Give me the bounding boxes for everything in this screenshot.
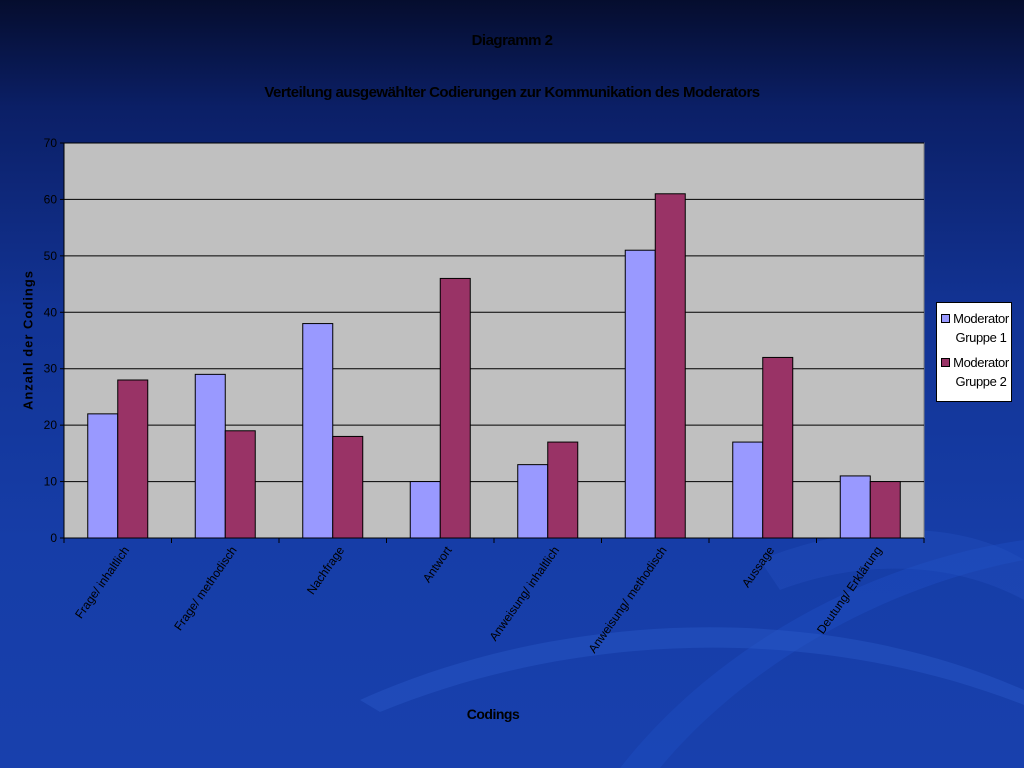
bar-group-1 [732, 441, 764, 539]
bar-group-2 [117, 379, 149, 539]
bar-group-1 [409, 481, 441, 539]
x-tick-label: Nachfrage [304, 543, 347, 597]
bar-group-2 [224, 430, 256, 539]
chart-legend: Moderator Gruppe 1 Moderator Gruppe 2 [936, 302, 1012, 402]
legend-item-group-1: Moderator Gruppe 1 [941, 309, 1011, 347]
bar-group-1 [194, 373, 226, 539]
bar-group-1 [624, 249, 656, 539]
x-tick-label: Aussage [739, 543, 777, 590]
bar-group-2 [332, 435, 364, 539]
chart-title: Diagramm 2 [471, 32, 553, 49]
x-tick-label: Antwort [420, 543, 455, 585]
y-tick-label: 0 [50, 531, 57, 545]
legend-swatch-group-2 [941, 358, 950, 367]
x-tick-label: Anweisung/ methodisch [586, 544, 670, 656]
bar-group-2 [654, 193, 686, 539]
y-tick-label: 60 [44, 192, 58, 206]
x-tick-label: Deutung/ Erklärung [814, 544, 885, 637]
bar-group-1 [517, 464, 549, 539]
bar-group-2 [439, 277, 471, 539]
plot-area [63, 142, 925, 539]
y-tick-label: 50 [44, 249, 58, 263]
x-axis-title: Codings [466, 706, 520, 722]
y-tick-label: 20 [44, 418, 58, 432]
legend-label-group-1: Moderator Gruppe 1 [953, 311, 1009, 345]
y-tick-label: 30 [44, 362, 58, 376]
bar-group-2 [869, 481, 901, 539]
bar-group-2 [547, 441, 579, 539]
y-axis-title: Anzahl der Codings [20, 269, 36, 411]
legend-label-group-2: Moderator Gruppe 2 [953, 355, 1009, 389]
x-tick-label: Anweisung/ inhaltlich [486, 544, 562, 644]
x-tick-label: Frage/ methodisch [171, 544, 239, 633]
legend-item-group-2: Moderator Gruppe 2 [941, 353, 1011, 391]
y-tick-label: 70 [44, 136, 58, 150]
bar-group-1 [839, 475, 871, 539]
x-tick-label: Frage/ inhaltlich [72, 544, 132, 621]
chart-subtitle: Verteilung ausgewählter Codierungen zur … [264, 84, 760, 101]
y-tick-label: 10 [44, 475, 58, 489]
bar-group-1 [87, 413, 119, 539]
bar-group-1 [302, 323, 334, 539]
bar-group-2 [762, 356, 794, 539]
y-tick-label: 40 [44, 305, 58, 319]
legend-swatch-group-1 [941, 314, 950, 323]
